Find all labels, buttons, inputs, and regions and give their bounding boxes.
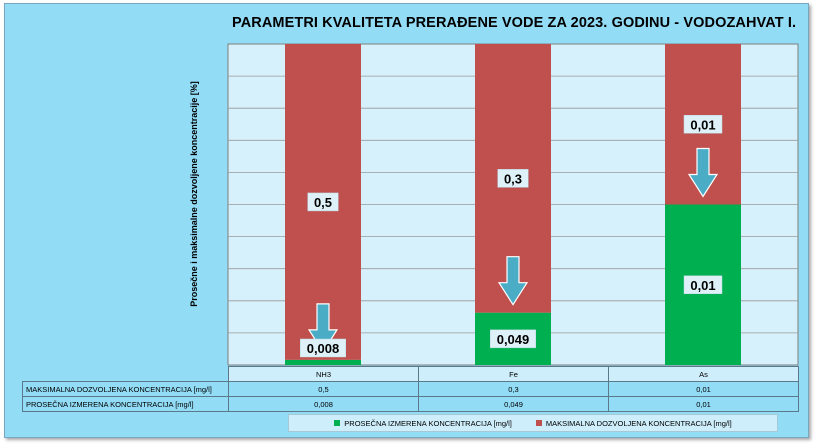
table-cell: 0,008 bbox=[228, 396, 419, 412]
table-cell: 0,3 bbox=[418, 381, 609, 397]
data-label-maximum-box bbox=[683, 115, 723, 134]
table-cell: 0,01 bbox=[608, 396, 799, 412]
data-label-measured: 0,01 bbox=[690, 278, 715, 293]
data-label-maximum-box bbox=[307, 192, 339, 212]
legend: PROSEČNA IZMERENA KONCENTRACIJA [mg/l] M… bbox=[288, 414, 778, 432]
legend-swatch-red bbox=[535, 420, 542, 426]
data-label-maximum: 0,5 bbox=[314, 195, 332, 210]
data-label-maximum-box bbox=[497, 169, 529, 188]
chart-title: PARAMETRI KVALITETA PRERAĐENE VODE ZA 20… bbox=[232, 15, 797, 31]
table-corner bbox=[22, 366, 229, 382]
data-table: NH3 Fe As MAKSIMALNA DOZVOLJENA KONCENTR… bbox=[22, 366, 799, 412]
data-label-measured-box bbox=[300, 338, 346, 358]
table-row: MAKSIMALNA DOZVOLJENA KONCENTRACIJA [mg/… bbox=[22, 381, 799, 397]
legend-item: MAKSIMALNA DOZVOLJENA KONCENTRACIJA [mg/… bbox=[535, 418, 732, 428]
legend-item: PROSEČNA IZMERENA KONCENTRACIJA [mg/l] bbox=[334, 419, 512, 428]
legend-swatch-green bbox=[334, 420, 341, 426]
table-cell: 0,049 bbox=[418, 396, 609, 412]
legend-label: PROSEČNA IZMERENA KONCENTRACIJA [mg/l] bbox=[344, 418, 512, 428]
legend-label: MAKSIMALNA DOZVOLJENA KONCENTRACIJA [mg/… bbox=[545, 418, 732, 428]
table-cell: 0,5 bbox=[228, 381, 419, 397]
data-label-measured: 0,049 bbox=[497, 332, 530, 347]
table-cell: 0,01 bbox=[608, 381, 799, 397]
bar-measured bbox=[285, 359, 361, 365]
table-row-label: MAKSIMALNA DOZVOLJENA KONCENTRACIJA [mg/… bbox=[22, 381, 229, 397]
table-row: PROSEČNA IZMERENA KONCENTRACIJA [mg/l] 0… bbox=[22, 396, 799, 412]
down-arrow-icon bbox=[687, 147, 719, 198]
table-category: NH3 bbox=[228, 366, 419, 382]
table-category: Fe bbox=[418, 366, 609, 382]
down-arrow-icon bbox=[497, 256, 529, 306]
data-label-measured-box bbox=[683, 275, 723, 294]
table-category: As bbox=[608, 366, 799, 382]
data-label-maximum: 0,01 bbox=[690, 117, 715, 132]
table-header-row: NH3 Fe As bbox=[22, 366, 799, 382]
data-label-maximum: 0,3 bbox=[504, 171, 522, 186]
table-row-label: PROSEČNA IZMERENA KONCENTRACIJA [mg/l] bbox=[22, 396, 229, 412]
data-label-measured-box bbox=[490, 329, 536, 349]
data-label-measured: 0,008 bbox=[307, 341, 340, 356]
